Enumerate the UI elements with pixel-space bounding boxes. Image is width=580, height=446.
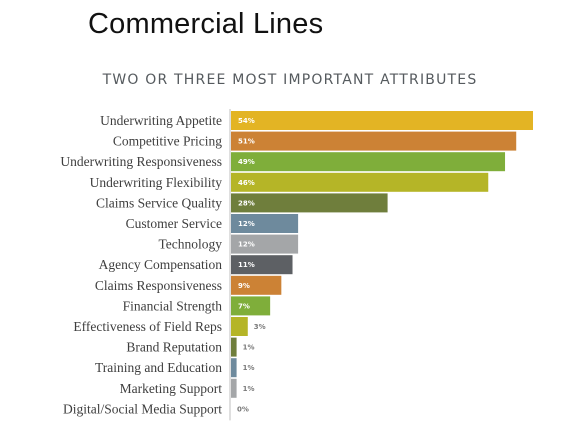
category-label: Digital/Social Media Support	[63, 401, 222, 416]
bar	[231, 337, 237, 357]
data-label: 28%	[238, 199, 255, 207]
bar	[231, 234, 299, 254]
bar	[231, 152, 506, 172]
data-label: 12%	[238, 220, 255, 228]
category-label: Claims Service Quality	[96, 195, 222, 210]
category-label: Underwriting Responsiveness	[60, 154, 222, 169]
data-label: 0%	[237, 405, 249, 413]
data-label: 1%	[243, 344, 255, 352]
bar	[231, 275, 282, 295]
category-label: Financial Strength	[123, 298, 223, 313]
data-label: 9%	[238, 282, 250, 290]
category-label: Claims Responsiveness	[95, 278, 222, 293]
bar	[231, 111, 533, 130]
category-label: Training and Education	[95, 360, 222, 375]
bar	[231, 378, 237, 398]
data-label: 7%	[238, 302, 250, 310]
category-label: Customer Service	[126, 216, 222, 231]
data-label: 11%	[238, 261, 255, 269]
category-label: Underwriting Flexibility	[90, 175, 223, 190]
category-label: Brand Reputation	[126, 340, 222, 355]
bar	[231, 172, 489, 192]
category-label: Marketing Support	[120, 381, 223, 396]
bar	[231, 255, 293, 275]
category-label: Competitive Pricing	[113, 134, 222, 149]
data-label: 46%	[238, 179, 255, 187]
data-label: 1%	[243, 385, 255, 393]
category-label: Technology	[158, 237, 222, 252]
data-label: 3%	[254, 323, 266, 331]
data-label: 12%	[238, 241, 255, 249]
category-label: Agency Compensation	[99, 257, 223, 272]
bar	[231, 214, 299, 233]
bar	[231, 358, 237, 378]
slide-title: Commercial Lines	[88, 8, 324, 40]
data-label: 1%	[243, 364, 255, 372]
category-label: Underwriting Appetite	[100, 113, 222, 128]
data-label: 49%	[238, 158, 255, 166]
category-label: Effectiveness of Field Reps	[73, 319, 222, 334]
bar	[231, 131, 517, 151]
bar	[231, 296, 271, 316]
data-label: 54%	[238, 117, 255, 125]
chart-title: TWO OR THREE MOST IMPORTANT ATTRIBUTES	[102, 72, 478, 88]
data-label: 51%	[238, 138, 255, 146]
bar	[231, 193, 388, 213]
bar	[231, 317, 248, 336]
